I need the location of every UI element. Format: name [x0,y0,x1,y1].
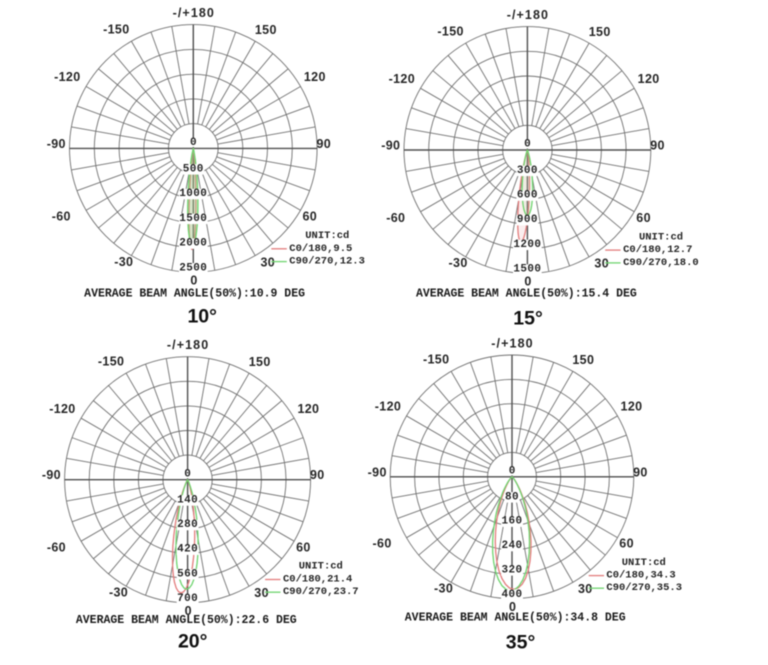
svg-text:-90: -90 [368,465,387,479]
svg-text:0: 0 [190,137,197,149]
svg-text:60: 60 [296,540,311,554]
svg-text:C90/270,12.3: C90/270,12.3 [289,256,365,268]
svg-text:0: 0 [524,275,531,289]
svg-text:30: 30 [578,582,593,596]
svg-text:C0/180,9.5: C0/180,9.5 [289,243,352,255]
svg-text:UNIT:cd: UNIT:cd [299,561,343,573]
svg-text:600: 600 [517,190,538,202]
svg-text:UNIT:cd: UNIT:cd [639,231,683,243]
svg-text:30: 30 [254,586,269,600]
svg-text:150: 150 [572,353,594,367]
svg-text:150: 150 [249,355,271,369]
svg-text:30: 30 [260,255,275,269]
svg-text:0: 0 [524,139,531,151]
svg-text:20°: 20° [178,631,208,653]
svg-text:120: 120 [297,402,319,416]
svg-text:-60: -60 [386,211,405,225]
svg-text:-120: -120 [389,72,415,86]
svg-text:-90: -90 [47,137,66,151]
svg-text:-30: -30 [109,586,128,600]
svg-text:120: 120 [638,72,660,86]
svg-text:320: 320 [501,564,522,576]
svg-text:1500: 1500 [179,213,207,225]
svg-text:-60: -60 [373,537,392,551]
svg-text:1200: 1200 [513,239,541,251]
svg-text:0: 0 [509,466,516,478]
svg-text:0: 0 [184,468,191,480]
svg-text:150: 150 [255,23,277,37]
svg-text:-/+180: -/+180 [173,6,215,20]
svg-text:35°: 35° [506,632,536,654]
svg-text:10°: 10° [187,306,217,328]
svg-text:C90/270,18.0: C90/270,18.0 [623,257,699,269]
svg-text:120: 120 [621,400,643,414]
svg-text:AVERAGE BEAM ANGLE(50%):15.4 D: AVERAGE BEAM ANGLE(50%):15.4 DEG [416,288,637,301]
svg-text:-30: -30 [434,582,453,596]
svg-text:-/+180: -/+180 [507,8,549,22]
svg-text:160: 160 [501,516,522,528]
svg-text:1000: 1000 [179,188,207,200]
svg-text:2000: 2000 [179,238,207,250]
svg-text:-/+180: -/+180 [491,337,533,351]
svg-text:90: 90 [633,465,648,479]
svg-text:C0/180,34.3: C0/180,34.3 [606,570,675,582]
svg-text:30: 30 [594,257,609,271]
svg-text:15°: 15° [513,308,543,330]
svg-text:150: 150 [589,25,611,39]
svg-text:UNIT:cd: UNIT:cd [622,557,666,569]
svg-text:C0/180,12.7: C0/180,12.7 [623,244,692,256]
svg-text:500: 500 [183,163,204,175]
svg-text:UNIT:cd: UNIT:cd [305,230,349,242]
svg-text:300: 300 [517,165,538,177]
svg-text:-30: -30 [449,256,468,270]
svg-text:60: 60 [302,209,317,223]
svg-text:60: 60 [636,211,651,225]
svg-text:2500: 2500 [179,262,207,274]
svg-text:140: 140 [177,495,198,507]
svg-text:0: 0 [185,604,192,618]
svg-text:-120: -120 [54,70,80,84]
svg-text:90: 90 [310,468,325,482]
svg-text:60: 60 [619,537,634,551]
svg-text:1500: 1500 [513,264,541,276]
svg-text:420: 420 [177,544,198,556]
svg-text:80: 80 [505,491,519,503]
svg-text:90: 90 [316,137,331,151]
svg-text:-120: -120 [49,402,75,416]
svg-text:-150: -150 [437,24,463,38]
svg-text:AVERAGE BEAM ANGLE(50%):34.8 D: AVERAGE BEAM ANGLE(50%):34.8 DEG [405,611,626,624]
svg-text:900: 900 [517,214,538,226]
svg-text:700: 700 [177,593,198,605]
svg-text:0: 0 [190,273,197,287]
svg-text:-150: -150 [103,22,129,36]
svg-text:-90: -90 [381,139,400,153]
svg-text:-150: -150 [98,354,124,368]
svg-text:AVERAGE BEAM ANGLE(50%):10.9 D: AVERAGE BEAM ANGLE(50%):10.9 DEG [84,287,305,300]
svg-text:C90/270,23.7: C90/270,23.7 [283,586,359,598]
svg-text:560: 560 [177,568,198,580]
svg-text:0: 0 [509,600,516,614]
svg-text:-60: -60 [47,540,66,554]
svg-text:400: 400 [501,589,522,601]
svg-text:-30: -30 [114,255,133,269]
svg-text:AVERAGE BEAM ANGLE(50%):22.6 D: AVERAGE BEAM ANGLE(50%):22.6 DEG [76,614,297,627]
svg-text:C90/270,35.3: C90/270,35.3 [606,582,682,594]
svg-text:90: 90 [650,139,665,153]
svg-text:-/+180: -/+180 [167,338,209,352]
svg-text:-150: -150 [423,353,449,367]
svg-text:-90: -90 [42,468,61,482]
svg-text:120: 120 [304,70,326,84]
svg-text:-120: -120 [375,400,401,414]
svg-text:240: 240 [501,540,522,552]
svg-text:-60: -60 [52,209,71,223]
svg-text:C0/180,21.4: C0/180,21.4 [283,574,352,586]
svg-text:280: 280 [177,519,198,531]
